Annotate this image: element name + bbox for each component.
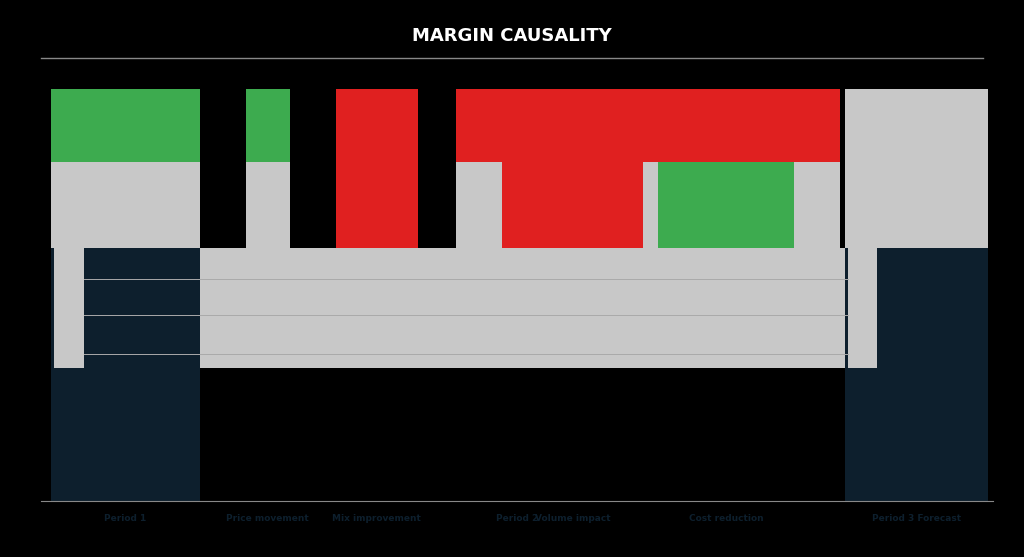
Text: Mix improvement: Mix improvement <box>333 514 421 522</box>
Bar <box>200 248 845 368</box>
Bar <box>336 89 418 248</box>
Bar <box>456 89 840 162</box>
Bar <box>456 162 840 248</box>
Bar <box>845 89 988 248</box>
Text: MARGIN CAUSALITY: MARGIN CAUSALITY <box>412 27 612 45</box>
Bar <box>51 162 200 248</box>
Text: Price movement: Price movement <box>226 514 308 522</box>
Bar <box>845 368 988 501</box>
Bar <box>51 89 200 162</box>
Text: Volume impact: Volume impact <box>535 514 610 522</box>
Bar <box>54 248 84 368</box>
Bar <box>848 248 877 368</box>
Bar <box>658 162 794 248</box>
Text: Period 2: Period 2 <box>496 514 539 522</box>
Bar <box>246 89 290 162</box>
Bar <box>845 89 988 501</box>
Bar <box>51 89 200 501</box>
Bar <box>246 162 290 248</box>
Text: Cost reduction: Cost reduction <box>689 514 763 522</box>
Text: Period 1: Period 1 <box>103 514 146 522</box>
Text: Period 3 Forecast: Period 3 Forecast <box>871 514 962 522</box>
Bar <box>502 162 643 248</box>
